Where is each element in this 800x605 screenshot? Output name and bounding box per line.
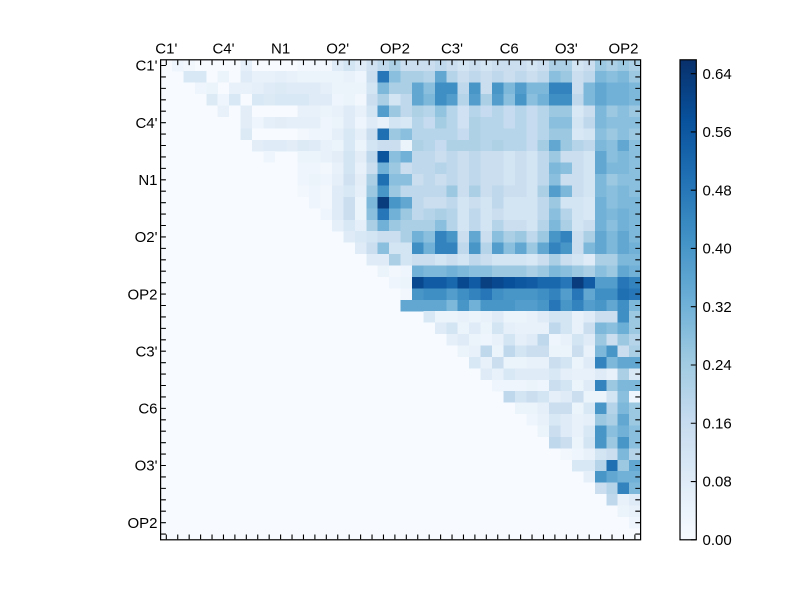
svg-text:C4': C4' (135, 115, 157, 132)
svg-text:C1': C1' (135, 58, 157, 75)
svg-text:N1: N1 (138, 172, 157, 189)
svg-text:0.56: 0.56 (703, 124, 732, 141)
svg-text:C4': C4' (212, 41, 234, 58)
svg-text:OP2: OP2 (380, 41, 410, 58)
svg-text:C1': C1' (155, 41, 177, 58)
svg-text:C3': C3' (441, 41, 463, 58)
svg-text:OP2: OP2 (127, 515, 157, 532)
svg-text:0.08: 0.08 (703, 474, 732, 491)
svg-text:N1: N1 (271, 41, 290, 58)
svg-text:0.40: 0.40 (703, 241, 732, 258)
svg-text:O3': O3' (135, 458, 158, 475)
svg-text:C6: C6 (500, 41, 519, 58)
svg-text:O3': O3' (555, 41, 578, 58)
svg-text:OP2: OP2 (127, 286, 157, 303)
svg-text:C6: C6 (138, 401, 157, 418)
svg-text:C3': C3' (135, 343, 157, 360)
svg-text:0.16: 0.16 (703, 416, 732, 433)
svg-text:0.32: 0.32 (703, 299, 732, 316)
svg-text:0.48: 0.48 (703, 182, 732, 199)
svg-text:O2': O2' (326, 41, 349, 58)
svg-text:0.24: 0.24 (703, 357, 732, 374)
svg-text:0.64: 0.64 (703, 66, 732, 83)
svg-text:O2': O2' (135, 229, 158, 246)
svg-text:OP2: OP2 (608, 41, 638, 58)
svg-text:0.00: 0.00 (703, 532, 732, 549)
